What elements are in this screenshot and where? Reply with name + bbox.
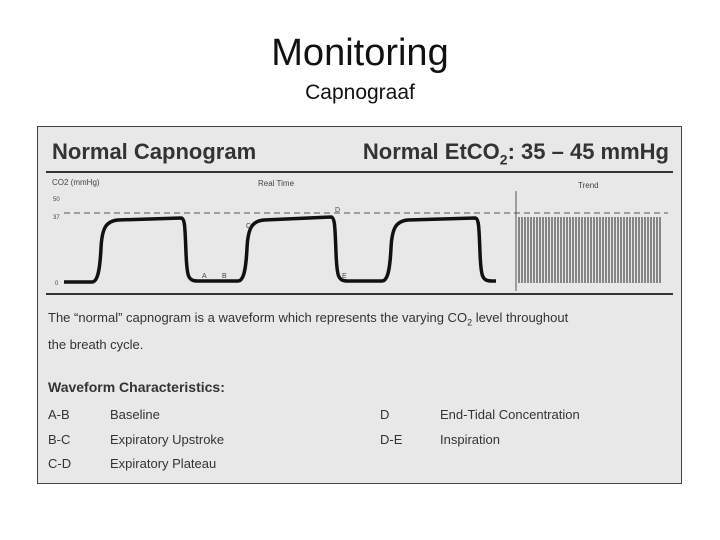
description-subscript: 2	[467, 317, 473, 328]
y-tick-37: 37	[53, 215, 60, 221]
heading-divider	[46, 171, 673, 173]
point-label-b: B	[222, 273, 227, 280]
characteristic-code: C-D	[48, 456, 72, 471]
trend-waveform	[518, 217, 661, 283]
etco2-suffix: : 35 – 45 mmHg	[507, 139, 669, 164]
trend-label: Trend	[578, 181, 599, 190]
point-label-c: C	[246, 223, 251, 230]
characteristic-code: D-E	[380, 432, 403, 447]
slide-subtitle: Capnograaf	[305, 81, 415, 104]
y-axis-label: CO2 (mmHg)	[52, 178, 100, 187]
characteristic-code: D	[380, 407, 390, 422]
characteristic-label: Expiratory Upstroke	[110, 432, 225, 447]
characteristic-code: A-B	[48, 407, 70, 422]
capnogram-waveform	[64, 215, 496, 284]
description-line1-b: level throughout	[472, 310, 569, 325]
point-label-d: D	[335, 207, 340, 214]
etco2-range-heading: Normal EtCO2: 35 – 45 mmHg	[363, 139, 669, 167]
capnogram-chart: CO2 (mmHg) 50 37 0 Real Time Trend A B C…	[52, 178, 668, 291]
slide-title: Monitoring	[271, 32, 449, 74]
y-tick-0: 0	[55, 281, 59, 287]
etco2-prefix: Normal EtCO	[362, 139, 500, 164]
realtime-label: Real Time	[258, 179, 295, 188]
description-line1-a: The “normal” capnogram is a waveform whi…	[48, 310, 468, 325]
characteristic-code: B-C	[48, 432, 71, 447]
description: The “normal” capnogram is a waveform whi…	[48, 307, 668, 355]
characteristic-label: End-Tidal Concentration	[440, 407, 580, 422]
characteristics-heading: Waveform Characteristics:	[48, 379, 225, 395]
figure-heading: Normal Capnogram	[52, 139, 257, 164]
chart-divider	[46, 293, 673, 295]
characteristic-label: Baseline	[110, 407, 160, 422]
y-tick-50: 50	[53, 197, 60, 203]
etco2-subscript: 2	[499, 151, 508, 168]
characteristic-label: Expiratory Plateau	[110, 456, 217, 471]
point-label-e: E	[342, 273, 347, 280]
point-label-a: A	[202, 273, 207, 280]
description-line2: the breath cycle.	[48, 336, 144, 352]
capnogram-figure: Normal Capnogram Normal EtCO2: 35 – 45 m…	[37, 126, 682, 484]
characteristic-label: Inspiration	[440, 432, 500, 447]
